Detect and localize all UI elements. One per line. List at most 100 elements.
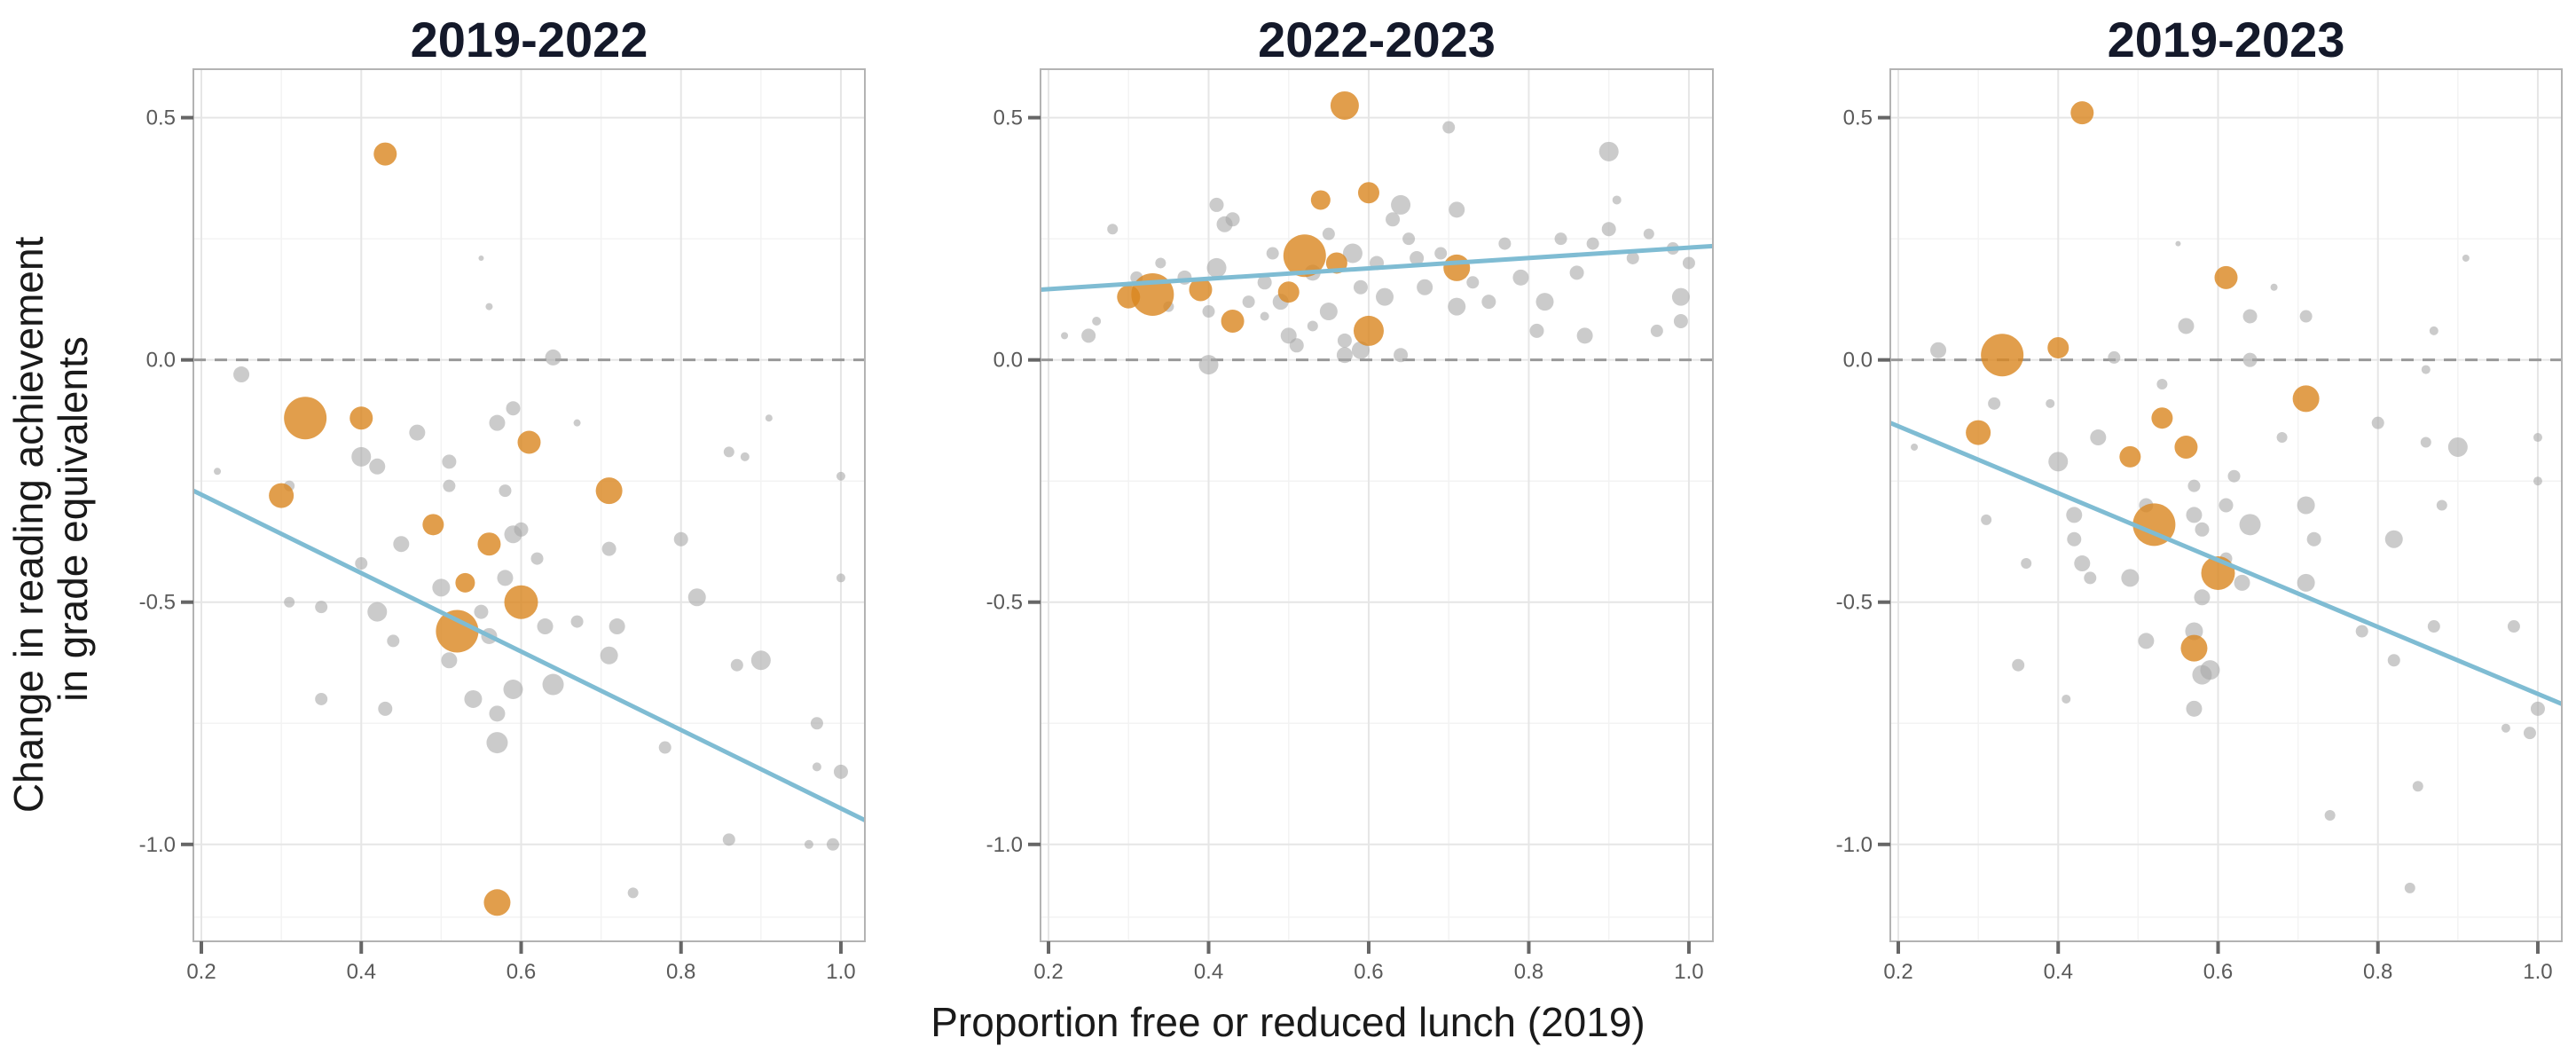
data-point-other — [1353, 279, 1368, 295]
data-point-other — [443, 479, 456, 492]
data-point-other — [1988, 397, 2001, 410]
data-point-other — [2297, 496, 2315, 515]
data-point-other — [2533, 433, 2542, 443]
data-point-other — [315, 692, 328, 705]
data-point-other — [1394, 348, 1409, 363]
data-point-other — [2324, 810, 2336, 822]
data-point-other — [485, 303, 493, 311]
data-point-other — [1198, 355, 1219, 375]
data-point-other — [545, 349, 562, 366]
data-point-other — [315, 601, 328, 614]
data-point-other — [1434, 247, 1448, 260]
data-point-highlight — [2174, 435, 2198, 459]
data-point-other — [1417, 279, 1433, 295]
data-point-highlight — [1277, 281, 1300, 303]
panel-title: 2019-2023 — [2108, 12, 2345, 67]
data-point-other — [1529, 323, 1544, 338]
data-point-other — [2429, 326, 2439, 335]
x-tick-label: 0.2 — [1883, 960, 1912, 984]
data-point-other — [2066, 507, 2083, 523]
plot-frame — [1040, 68, 1714, 942]
data-point-other — [1202, 305, 1215, 319]
y-axis-title-line-1: Change in reading achievement — [5, 236, 51, 813]
y-tick-label: -0.5 — [1836, 591, 1873, 615]
data-point-other — [1081, 328, 1096, 343]
data-point-other — [1225, 212, 1240, 227]
x-tick-label: 1.0 — [826, 960, 855, 984]
data-point-other — [1449, 201, 1465, 218]
data-point-other — [836, 573, 845, 583]
y-tick-label: -1.0 — [986, 833, 1023, 857]
data-point-other — [2021, 558, 2032, 570]
data-point-other — [2012, 658, 2025, 672]
data-point-other — [2533, 476, 2542, 486]
x-tick-label: 0.2 — [1033, 960, 1063, 984]
data-point-other — [2421, 365, 2431, 374]
data-point-other — [826, 838, 839, 851]
data-point-other — [627, 887, 639, 899]
data-point-other — [2219, 498, 2234, 513]
data-point-highlight — [2151, 407, 2173, 429]
data-point-other — [1682, 256, 1695, 270]
data-point-other — [1448, 297, 1466, 316]
data-point-highlight — [1310, 190, 1331, 210]
data-point-other — [1351, 341, 1370, 359]
x-tick-label: 0.8 — [2363, 960, 2392, 984]
x-tick-label: 0.2 — [186, 960, 216, 984]
data-point-other — [836, 471, 845, 481]
data-point-other — [1155, 257, 1166, 269]
data-point-other — [1911, 443, 1919, 451]
data-point-highlight — [269, 483, 295, 508]
data-point-other — [600, 646, 618, 665]
data-point-other — [1671, 287, 1690, 306]
data-point-other — [2420, 436, 2431, 448]
data-point-other — [2299, 310, 2313, 323]
data-point-other — [537, 618, 554, 635]
data-point-other — [2447, 436, 2468, 457]
data-point-highlight — [1981, 334, 2024, 377]
data-point-highlight — [517, 430, 541, 454]
data-point-other — [1626, 251, 1639, 264]
data-point-highlight — [2047, 337, 2069, 359]
data-point-other — [214, 468, 222, 476]
data-point-other — [367, 602, 388, 622]
data-point-other — [503, 680, 523, 700]
data-point-other — [2046, 398, 2055, 408]
y-tick-label: 0.5 — [1843, 106, 1873, 130]
data-point-other — [2194, 589, 2211, 606]
data-point-other — [1092, 316, 1102, 326]
data-point-other — [601, 541, 617, 556]
trend-line — [1889, 421, 2563, 706]
trend-line — [192, 488, 867, 822]
data-point-other — [2371, 416, 2384, 429]
data-point-other — [499, 484, 512, 498]
data-point-other — [1266, 247, 1279, 260]
data-point-other — [387, 634, 400, 648]
data-point-other — [2387, 654, 2400, 667]
data-point-other — [1410, 250, 1425, 265]
data-point-other — [723, 446, 734, 458]
data-point-other — [2306, 531, 2321, 547]
data-point-other — [658, 741, 671, 754]
data-point-highlight — [2132, 503, 2176, 547]
x-axis-title: Proportion free or reduced lunch (2019) — [931, 999, 1645, 1045]
data-point-highlight — [483, 889, 511, 916]
data-point-other — [2297, 573, 2315, 592]
data-point-other — [1061, 332, 1069, 340]
x-tick-label: 0.6 — [2203, 960, 2233, 984]
y-tick-label: 0.0 — [1843, 349, 1873, 373]
data-point-other — [722, 833, 735, 846]
data-point-other — [2090, 429, 2107, 446]
data-point-other — [1242, 295, 1255, 309]
data-point-highlight — [373, 142, 397, 166]
data-point-other — [2239, 514, 2261, 536]
data-point-highlight — [1353, 315, 1384, 346]
trend-line — [1040, 243, 1714, 292]
data-point-other — [478, 255, 484, 261]
data-point-other — [2523, 727, 2536, 740]
x-tick-label: 0.4 — [347, 960, 376, 984]
y-tick-label: 0.0 — [146, 349, 176, 373]
data-point-other — [833, 764, 848, 779]
data-point-other — [1673, 313, 1688, 328]
data-point-other — [2195, 522, 2210, 537]
